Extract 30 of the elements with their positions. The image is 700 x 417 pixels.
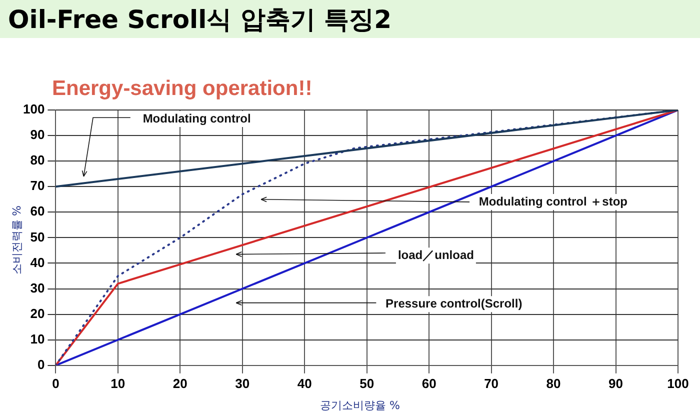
x-axis-title: 공기소비량율 %: [320, 398, 400, 413]
y-tick-label: 90: [30, 127, 45, 142]
y-tick-label: 40: [30, 254, 45, 270]
x-tick-label: 100: [667, 376, 689, 391]
annotation: Modulating control: [142, 111, 251, 126]
x-tick-label: 70: [484, 376, 499, 391]
x-tick-label: 10: [110, 376, 126, 391]
x-tick-label: 0: [52, 376, 60, 391]
x-tick-label: 50: [360, 376, 374, 391]
x-tick-label: 80: [546, 376, 561, 391]
chart-title: Oil-Free Scroll식 압축기 특징2: [8, 4, 392, 36]
y-axis-title: 소비전력률 %: [10, 206, 24, 274]
x-tick-label: 20: [172, 376, 188, 391]
chart-subtitle: Energy-saving operation!!: [52, 77, 312, 101]
x-tick-label: 40: [297, 376, 312, 391]
y-tick-label: 0: [37, 356, 45, 372]
x-tick-label: 60: [422, 376, 436, 391]
annotation: load／unload: [398, 248, 474, 262]
annotation: Modulating control ＋stop: [478, 194, 628, 208]
y-tick-label: 30: [30, 280, 45, 296]
y-tick-label: 100: [22, 102, 45, 117]
y-tick-label: 20: [30, 306, 45, 321]
y-tick-label: 70: [30, 178, 45, 194]
y-tick-label: 80: [30, 152, 45, 168]
y-tick-label: 50: [30, 229, 45, 244]
y-tick-label: 10: [30, 331, 45, 346]
x-tick-label: 30: [235, 376, 250, 391]
x-tick-label: 90: [608, 376, 624, 391]
annotation: Pressure control(Scroll): [386, 296, 522, 310]
y-tick-label: 60: [30, 204, 45, 219]
